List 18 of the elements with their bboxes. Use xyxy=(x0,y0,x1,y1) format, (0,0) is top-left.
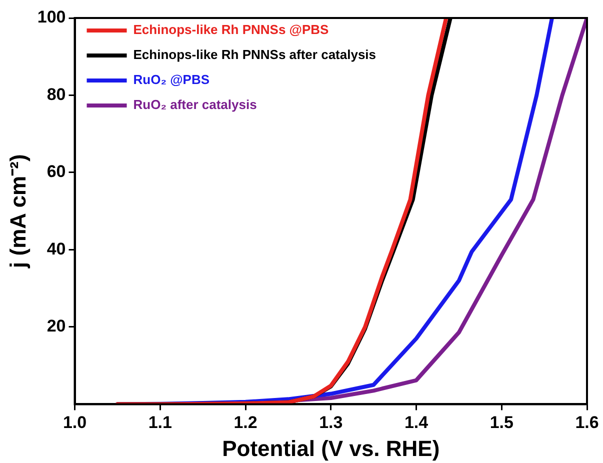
y-axis-title: j (mA cm⁻²) xyxy=(5,154,30,269)
legend-label: Echinops-like Rh PNNSs after catalysis xyxy=(133,47,376,62)
y-tick-label: 60 xyxy=(46,162,66,182)
legend-label: RuO₂ after catalysis xyxy=(133,97,257,112)
y-tick-label: 40 xyxy=(46,239,66,258)
x-axis-title: Potential (V vs. RHE) xyxy=(222,436,440,461)
y-tick-label: 80 xyxy=(46,84,66,104)
x-tick-label: 1.4 xyxy=(404,413,429,432)
legend-label: RuO₂ @PBS xyxy=(133,72,210,88)
x-tick-label: 1.3 xyxy=(319,413,343,432)
legend-label: Echinops-like Rh PNNSs @PBS xyxy=(133,22,330,38)
x-tick-label: 1.0 xyxy=(62,413,87,432)
x-tick-label: 1.2 xyxy=(234,413,258,432)
x-tick-label: 1.5 xyxy=(490,413,514,432)
x-tick-label: 1.1 xyxy=(148,413,172,432)
x-tick-label: 1.6 xyxy=(575,413,599,432)
y-tick-label: 100 xyxy=(37,8,66,27)
y-tick-label: 20 xyxy=(46,316,66,336)
